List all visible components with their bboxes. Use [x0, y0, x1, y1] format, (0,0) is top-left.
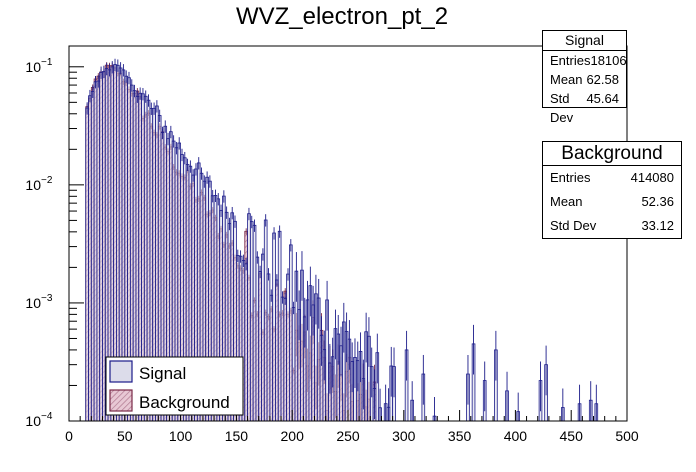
legend-swatch-background — [109, 389, 133, 412]
bin-bar — [283, 297, 288, 421]
bin-bar — [255, 256, 260, 421]
legend-label-background: Background — [139, 393, 230, 412]
x-tick-label: 0 — [65, 428, 73, 444]
bin-bar — [272, 232, 276, 421]
x-tick-label: 500 — [615, 428, 639, 444]
bin-bar — [249, 221, 254, 421]
y-tick-exponent: −3 — [41, 293, 53, 304]
bin-bar — [275, 279, 279, 421]
x-tick-label: 50 — [117, 428, 133, 444]
y-tick-label: 10 — [25, 413, 41, 429]
stats-value: 18106 — [590, 53, 627, 68]
axis-layer: 0 50 100 150 200 250 300 350 400 450 50010−410−310… — [25, 57, 638, 444]
bin-bar — [269, 294, 274, 421]
bin-bar — [244, 263, 248, 421]
bin-bar — [85, 107, 89, 421]
stats-value: 62.58 — [586, 72, 619, 87]
bin-bar — [289, 244, 293, 421]
bin-bar — [266, 273, 271, 421]
stats-row-entries: Entries 18106 — [543, 51, 627, 70]
y-tick-label: 10 — [25, 177, 41, 193]
stats-title-background: Background — [543, 142, 681, 166]
bin-bar — [277, 230, 282, 421]
bin-bar — [252, 224, 257, 421]
stats-row-stddev: Std Dev 33.12 — [543, 214, 681, 238]
legend-swatch-signal — [109, 360, 133, 383]
stats-title-signal: Signal — [543, 31, 626, 51]
x-tick-label: 200 — [281, 428, 305, 444]
legend-label-signal: Signal — [139, 364, 186, 383]
stats-label: Entries — [550, 53, 591, 68]
stats-row-stddev: Std Dev 45.64 — [543, 89, 626, 127]
y-tick-exponent: −4 — [41, 411, 53, 422]
bin-bar — [258, 271, 262, 421]
bin-bar — [280, 296, 285, 421]
y-tick-exponent: −2 — [41, 175, 53, 186]
x-tick-label: 400 — [504, 428, 528, 444]
stats-label: Entries — [550, 170, 591, 185]
legend: Signal Background — [105, 356, 244, 416]
bin-bar — [88, 95, 92, 421]
stats-row-entries: Entries 414080 — [543, 166, 681, 190]
x-tick-label: 350 — [448, 428, 472, 444]
bin-bar — [286, 273, 290, 421]
x-tick-label: 100 — [169, 428, 193, 444]
x-tick-label: 250 — [336, 428, 360, 444]
stats-box-signal: Signal Entries 18106 Mean 62.58 Std Dev … — [542, 30, 627, 125]
stats-value: 33.12 — [641, 218, 674, 233]
stats-row-mean: Mean 52.36 — [543, 190, 681, 214]
x-tick-label: 300 — [392, 428, 416, 444]
y-tick-label: 10 — [25, 59, 41, 75]
bin-bar — [96, 80, 101, 421]
bin-bar — [102, 71, 106, 421]
histogram-layer — [85, 58, 599, 421]
bin-bar — [90, 91, 95, 421]
y-tick-exponent: −1 — [41, 57, 53, 68]
stats-value: 414080 — [630, 170, 674, 185]
x-tick-label: 450 — [560, 428, 584, 444]
bin-bar — [247, 213, 251, 421]
stats-row-mean: Mean 62.58 — [543, 70, 626, 89]
bin-bar — [291, 307, 296, 421]
stats-value: 45.64 — [586, 91, 619, 106]
plot-title: WVZ_electron_pt_2 — [236, 3, 448, 30]
stats-label: Std Dev — [550, 218, 597, 233]
bin-bar — [99, 71, 103, 421]
series-signal — [85, 58, 599, 421]
stats-label: Std Dev — [550, 91, 574, 125]
stats-value: 52.36 — [641, 194, 674, 209]
stats-box-background: Background Entries 414080 Mean 52.36 Std… — [542, 141, 682, 239]
y-tick-label: 10 — [25, 295, 41, 311]
bin-bar — [263, 219, 268, 421]
bin-bar — [261, 253, 265, 421]
x-tick-label: 150 — [225, 428, 249, 444]
stats-label: Mean — [550, 194, 583, 209]
bin-bar — [93, 81, 98, 421]
stats-label: Mean — [550, 72, 583, 87]
